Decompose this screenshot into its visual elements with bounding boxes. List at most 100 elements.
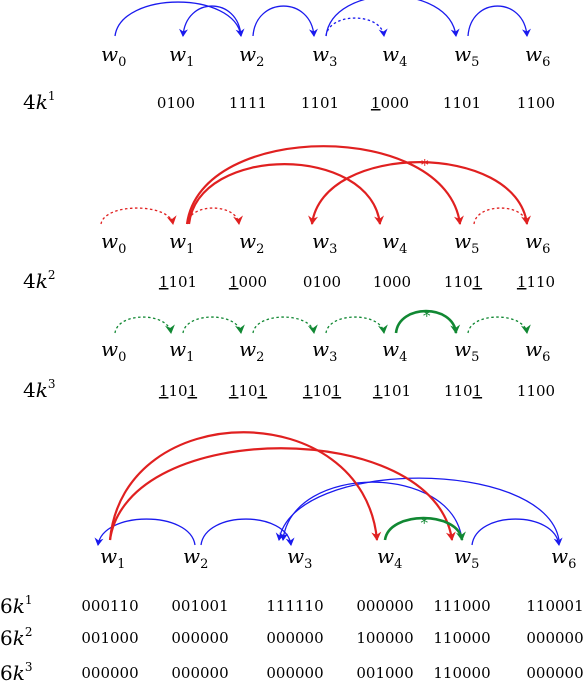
word-label: w2 (239, 42, 264, 70)
word-label: w0 (101, 42, 126, 70)
row-label-superscript: 2 (48, 268, 56, 282)
code-digits: 000000 (526, 629, 583, 647)
word-subscript: 4 (399, 242, 407, 257)
word-label: w6 (551, 544, 576, 572)
code-value: 0100 (157, 94, 195, 112)
code-digits: 000 (380, 94, 409, 112)
code-underlined-digit: 1 (517, 273, 527, 291)
row-label-number: 6 (0, 626, 13, 650)
row-label-superscript: 3 (48, 377, 56, 391)
dependency-arc (473, 207, 531, 225)
code-underlined-digit: 1 (473, 273, 483, 291)
row-label-k: k (36, 378, 48, 402)
dependency-arc (200, 518, 295, 546)
code-value: 111110 (266, 597, 323, 615)
word-subscript: 4 (399, 55, 407, 70)
word-label: w2 (239, 229, 264, 257)
row-label: 6k1 (0, 593, 33, 618)
code-digits: 000000 (266, 629, 323, 647)
word-subscript: 4 (394, 557, 402, 572)
word-label: w1 (169, 337, 194, 365)
word-label: w2 (239, 337, 264, 365)
dependency-arc (187, 163, 384, 225)
word-label: w1 (169, 229, 194, 257)
word-subscript: 1 (117, 557, 125, 572)
code-value: 1101 (301, 94, 339, 112)
word-label: w5 (454, 42, 479, 70)
word-label: w5 (454, 229, 479, 257)
code-value: 110001 (526, 597, 583, 615)
word-subscript: 2 (256, 350, 264, 365)
code-underlined-digit: 1 (159, 273, 169, 291)
code-value: 000000 (266, 629, 323, 647)
code-value: 1101 (373, 382, 411, 400)
code-digits: 111110 (266, 597, 323, 615)
code-digits: 001000 (356, 664, 413, 682)
code-value: 001001 (171, 597, 228, 615)
dependency-arc (182, 316, 245, 334)
dependency-arc (394, 309, 461, 334)
word-label: w3 (287, 544, 312, 572)
code-digits: 110000 (433, 664, 490, 682)
word-subscript: 6 (568, 557, 576, 572)
code-value: 110000 (433, 629, 490, 647)
code-digits: 110001 (526, 597, 583, 615)
word-label: w4 (382, 42, 407, 70)
dependency-arc (308, 161, 529, 225)
code-digits: 0100 (303, 273, 341, 291)
dependency-arc (325, 17, 388, 37)
word-subscript: 6 (542, 350, 550, 365)
code-value: 1000 (371, 94, 409, 112)
dependency-arc (252, 316, 318, 334)
row-label: 6k2 (0, 625, 33, 650)
code-underlined-digit: 1 (332, 382, 342, 400)
dependency-arc (94, 518, 196, 546)
dependency-arc (383, 516, 466, 541)
code-underlined-digit: 1 (159, 382, 169, 400)
word-label: w3 (312, 337, 337, 365)
code-value: 1101 (229, 382, 267, 400)
row-label-superscript: 2 (25, 625, 33, 639)
code-value: 111000 (433, 597, 490, 615)
word-subscript: 3 (329, 55, 337, 70)
code-digits: 110 (444, 273, 473, 291)
dependency-arc (467, 316, 531, 334)
dependency-arc (275, 477, 560, 541)
word-label: w2 (183, 544, 208, 572)
row-label-k: k (13, 661, 25, 685)
word-label: w3 (312, 229, 337, 257)
code-value: 1000 (373, 273, 411, 291)
panel-4k2: w0 w1 w2 w3 w4 w5 w6*4k2 1101 1000 0100 1000 1101 11… (23, 145, 555, 293)
word-subscript: 1 (186, 242, 194, 257)
dependency-arc (108, 431, 382, 541)
code-value: 1101 (303, 382, 341, 400)
code-underlined-digit: 1 (371, 94, 381, 112)
word-subscript: 0 (118, 350, 126, 365)
code-digits: 10 (168, 382, 187, 400)
dependency-arc (279, 481, 463, 541)
panel-6k: w1 w2 w3 w4 w5 w6*6k1 000110 001001 111110 000000… (0, 431, 584, 685)
dependency-arc (185, 145, 464, 225)
word-label: w0 (101, 337, 126, 365)
dependency-arc (471, 518, 563, 546)
word-subscript: 2 (200, 557, 208, 572)
code-value: 001000 (356, 664, 413, 682)
code-digits: 000000 (81, 664, 138, 682)
word-label: w4 (382, 337, 407, 365)
word-subscript: 6 (542, 242, 550, 257)
dependency-arc (108, 447, 456, 541)
dependency-arc (252, 5, 318, 37)
code-digits: 10 (238, 382, 257, 400)
word-label: w5 (454, 544, 479, 572)
word-subscript: 3 (329, 350, 337, 365)
code-underlined-digit: 1 (229, 273, 239, 291)
dependency-arc (467, 5, 531, 37)
code-value: 1111 (229, 94, 267, 112)
word-label: w1 (100, 544, 125, 572)
code-digits: 000000 (171, 664, 228, 682)
code-value: 000000 (526, 664, 583, 682)
dependency-arc (325, 0, 460, 37)
code-digits: 0100 (157, 94, 195, 112)
word-label: w0 (101, 229, 126, 257)
